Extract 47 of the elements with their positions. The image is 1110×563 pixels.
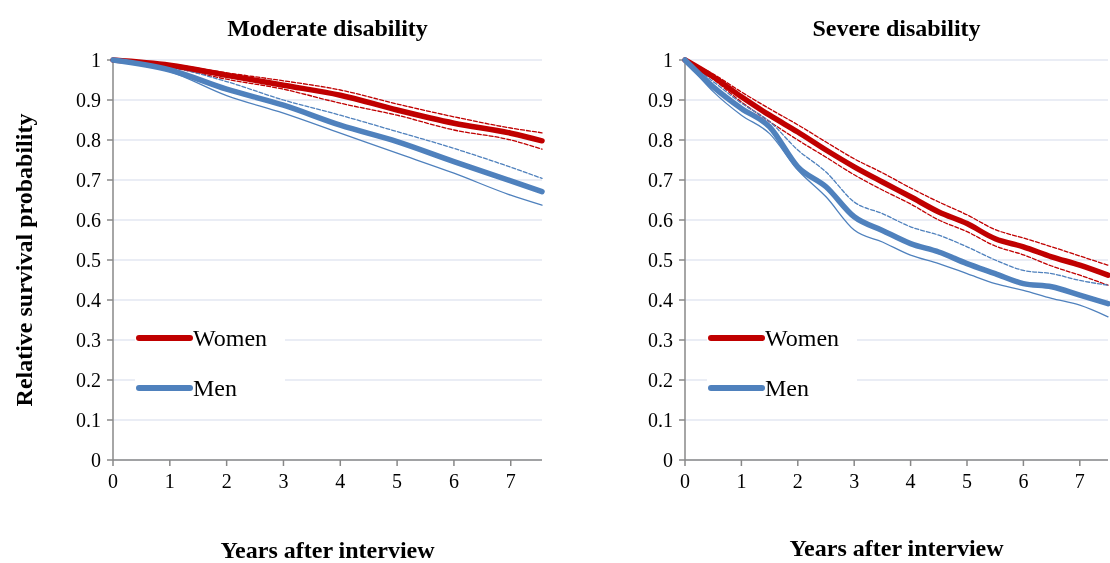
legend-label: Women (765, 325, 840, 352)
x-tick-label: 2 (221, 470, 232, 492)
legend-label: Men (193, 375, 237, 402)
x-tick-label: 2 (792, 470, 803, 492)
x-tick-label: 1 (164, 470, 175, 492)
y-axis-title: Relative survival probability (11, 113, 37, 407)
y-tick-label: 0.1 (76, 409, 101, 431)
y-tick-label: 0.6 (76, 209, 101, 231)
legend-label: Men (765, 375, 809, 402)
y-tick-label: 0.5 (648, 249, 673, 271)
y-tick-label: 0 (663, 449, 673, 471)
x-tick-label: 4 (335, 470, 346, 492)
y-tick-label: 0.2 (76, 369, 101, 391)
y-tick-label: 1 (663, 49, 673, 71)
y-tick-label: 0.3 (648, 329, 673, 351)
y-tick-label: 0.2 (648, 369, 673, 391)
y-tick-label: 0.5 (76, 249, 101, 271)
x-tick-label: 7 (1074, 470, 1085, 492)
x-axis-title: Years after interview (789, 535, 1005, 561)
y-tick-label: 0 (91, 449, 101, 471)
x-axis-title: Years after interview (220, 537, 436, 563)
y-tick-label: 0.1 (648, 409, 673, 431)
chart-title: Moderate disability (227, 15, 428, 41)
x-tick-label: 7 (505, 470, 516, 492)
y-tick-label: 0.9 (648, 89, 673, 111)
y-tick-label: 0.7 (76, 169, 101, 191)
x-tick-label: 3 (849, 470, 860, 492)
x-tick-label: 4 (905, 470, 916, 492)
chart-title: Severe disability (812, 15, 981, 41)
x-tick-label: 0 (680, 470, 690, 492)
y-tick-label: 0.4 (648, 289, 673, 311)
y-tick-label: 0.6 (648, 209, 673, 231)
y-tick-label: 0.8 (76, 129, 101, 151)
x-tick-label: 3 (278, 470, 289, 492)
y-tick-label: 0.9 (76, 89, 101, 111)
x-tick-label: 5 (392, 470, 403, 492)
y-tick-label: 0.3 (76, 329, 101, 351)
x-tick-label: 1 (736, 470, 747, 492)
y-tick-label: 0.8 (648, 129, 673, 151)
x-tick-label: 6 (448, 470, 459, 492)
legend-label: Women (193, 325, 268, 352)
x-tick-label: 6 (1018, 470, 1029, 492)
x-tick-label: 0 (108, 470, 118, 492)
x-tick-label: 5 (962, 470, 972, 492)
y-tick-label: 0.7 (648, 169, 673, 191)
y-tick-label: 0.4 (76, 289, 101, 311)
y-tick-label: 1 (91, 49, 101, 71)
